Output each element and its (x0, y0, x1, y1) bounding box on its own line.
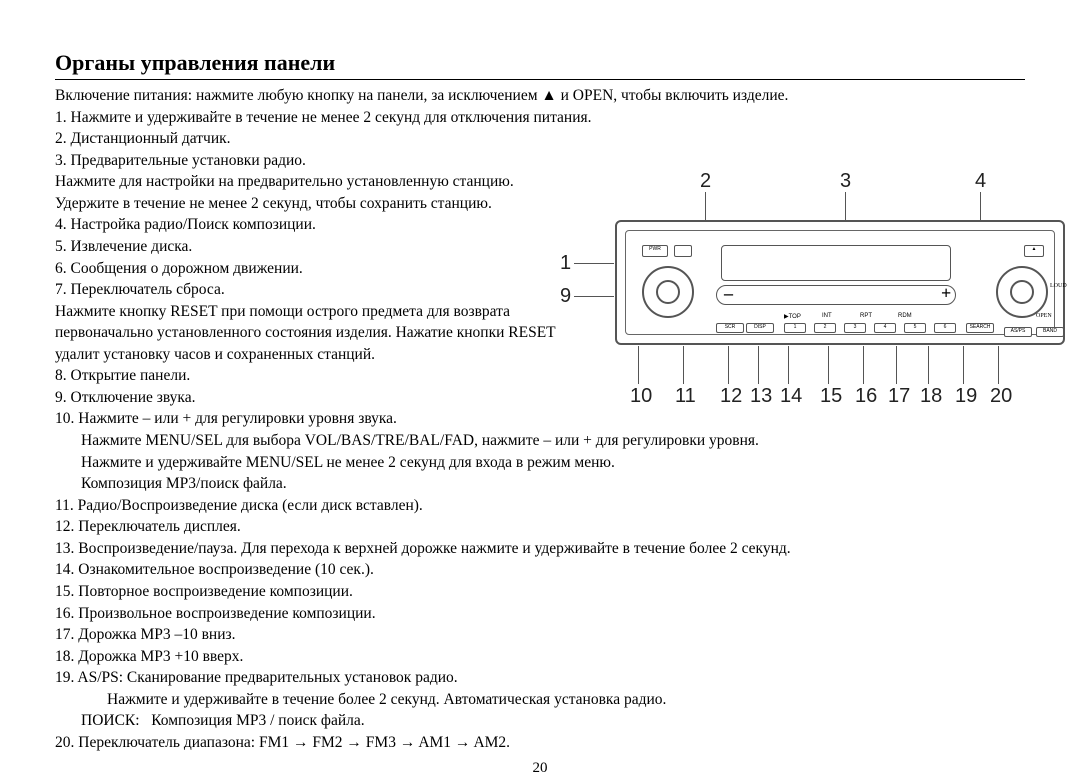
text-line: 1. Нажмите и удерживайте в течение не ме… (55, 108, 1025, 127)
item19-sub: Нажмите и удерживайте в течение более 2 … (55, 690, 1025, 709)
loud-label: LOUD (1050, 283, 1067, 289)
callout-14: 14 (780, 385, 802, 408)
open-label: OPEN (1036, 313, 1052, 319)
callout-12: 12 (720, 385, 742, 408)
text-line: 11. Радио/Воспроизведение диска (если ди… (55, 496, 1025, 515)
page-title: Органы управления панели (55, 50, 1025, 80)
asps-button: AS/PS (1004, 327, 1032, 337)
pwr-button: PWR (642, 245, 668, 257)
text-line: Нажмите MENU/SEL для выбора VOL/BAS/TRE/… (55, 431, 1025, 450)
text-line: Композиция МР3/поиск файла. (55, 474, 1025, 493)
callout-19: 19 (955, 385, 977, 408)
knob-left-inner (656, 280, 680, 304)
callout-2: 2 (700, 170, 711, 193)
unit-inner: PWR▲–+▶TOPINTRPTRDMSCRDISP123456SEARCHAS… (625, 230, 1055, 335)
row-bottom-4: 3 (844, 323, 866, 333)
callout-1: 1 (560, 252, 571, 275)
text-line: 14. Ознакомительное воспроизведение (10 … (55, 560, 1025, 579)
row-bottom-7: 6 (934, 323, 956, 333)
row-bottom-0: SCR (716, 323, 744, 333)
text-line: 19. AS/PS: Сканирование предварительных … (55, 668, 1025, 687)
panel-diagram: 234 19 1011121314151617181920 PWR▲–+▶TOP… (560, 160, 1080, 420)
mute-button (674, 245, 692, 257)
callout-3: 3 (840, 170, 851, 193)
text-line: 18. Дорожка МР3 +10 вверх. (55, 647, 1025, 666)
text-line: 15. Повторное воспроизведение композиции… (55, 582, 1025, 601)
text-line: 12. Переключатель дисплея. (55, 517, 1025, 536)
row-bottom-6: 5 (904, 323, 926, 333)
row-top-3: RDM (898, 313, 912, 319)
vol-bar (716, 285, 956, 305)
item10-block: 10. Нажмите – или + для регулировки уров… (55, 409, 1025, 493)
callout-20: 20 (990, 385, 1012, 408)
poisk-line: ПОИСК: Композиция МР3 / поиск файла. (55, 711, 1025, 730)
text-line: Нажмите и удерживайте MENU/SEL не менее … (55, 453, 1025, 472)
band-button: BAND (1036, 327, 1064, 337)
eject-button: ▲ (1024, 245, 1044, 257)
knob-right-inner (1010, 280, 1034, 304)
callout-17: 17 (888, 385, 910, 408)
callout-18: 18 (920, 385, 942, 408)
text-line: 2. Дистанционный датчик. (55, 129, 1025, 148)
rest-block: 11. Радио/Воспроизведение диска (если ди… (55, 496, 1025, 688)
row-bottom-3: 2 (814, 323, 836, 333)
row-bottom-1: DISP (746, 323, 774, 333)
row-bottom-2: 1 (784, 323, 806, 333)
row-bottom-5: 4 (874, 323, 896, 333)
text-line: 17. Дорожка МР3 –10 вниз. (55, 625, 1025, 644)
callout-10: 10 (630, 385, 652, 408)
callout-15: 15 (820, 385, 842, 408)
callout-13: 13 (750, 385, 772, 408)
text-line: 13. Воспроизведение/пауза. Для перехода … (55, 539, 1025, 558)
row-bottom-8: SEARCH (966, 323, 994, 333)
callout-4: 4 (975, 170, 986, 193)
text-line: 16. Произвольное воспроизведение компози… (55, 604, 1025, 623)
item20: 20. Переключатель диапазона: FM1 → FM2 →… (55, 733, 1025, 752)
lcd-display (721, 245, 951, 281)
callout-11: 11 (675, 385, 696, 408)
row-top-2: RPT (860, 313, 872, 319)
unit-outer: PWR▲–+▶TOPINTRPTRDMSCRDISP123456SEARCHAS… (615, 220, 1065, 345)
text-line: Включение питания: нажмите любую кнопку … (55, 86, 1025, 105)
row-top-0: ▶TOP (784, 313, 801, 320)
callout-16: 16 (855, 385, 877, 408)
row-top-1: INT (822, 313, 832, 319)
callout-9: 9 (560, 285, 571, 308)
